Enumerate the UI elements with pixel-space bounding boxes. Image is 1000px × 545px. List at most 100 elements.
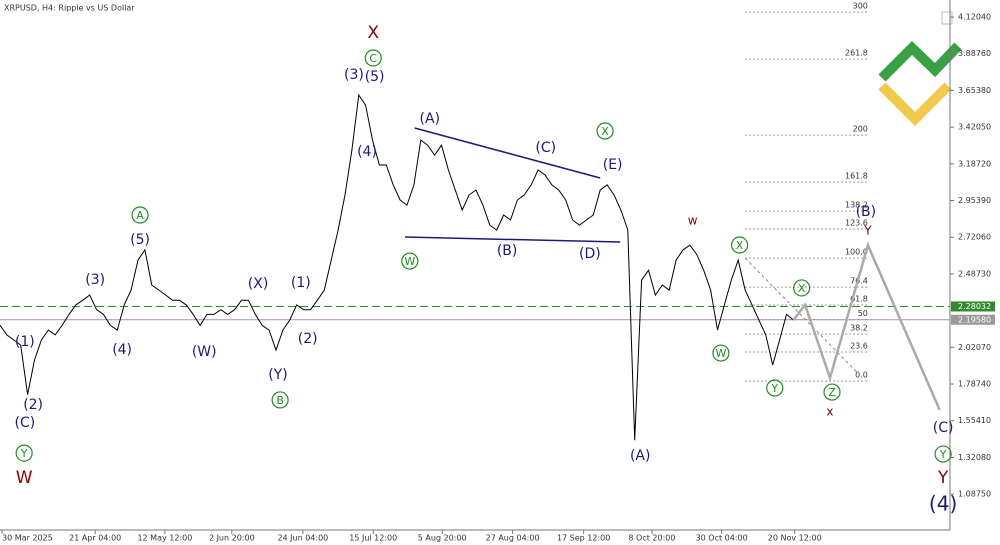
wave-label: (1): [291, 275, 311, 291]
x-tick-label: 27 Aug 04:00: [486, 534, 540, 543]
x-tick-label: 17 Sep 12:00: [557, 534, 610, 543]
icon-button[interactable]: [941, 11, 953, 25]
price-line-series: [0, 93, 794, 441]
wave-label: A: [136, 209, 144, 222]
price-label: 2.28032: [958, 302, 991, 311]
wave-label: (X): [248, 276, 269, 292]
wave-label: (W): [192, 344, 217, 360]
fib-label: 261.8: [845, 49, 868, 58]
wave-label: W: [716, 347, 727, 360]
wave-circle: [766, 379, 784, 397]
projection-path: [792, 241, 941, 411]
wave-circle: [793, 279, 811, 297]
fib-label: 50: [858, 309, 868, 318]
logo-yellow: [878, 82, 952, 127]
wave-circle: [596, 122, 614, 140]
wave-label: Z: [828, 386, 836, 399]
y-tick-label: 1.55410: [958, 416, 991, 425]
fib-label: 0.0: [855, 371, 868, 380]
wave-circle: [712, 344, 730, 362]
fib-label: 200: [853, 125, 868, 134]
wave-circle: [401, 252, 419, 270]
y-tick-label: 3.18720: [958, 159, 991, 168]
y-tick-label: 1.08750: [958, 490, 991, 499]
wave-label: (2): [298, 331, 318, 347]
y-tick-label: 4.12040: [958, 13, 991, 22]
fib-label: 76.4: [850, 277, 868, 286]
wave-label: X: [367, 23, 379, 43]
trendline: [404, 236, 621, 243]
price-label-box: [951, 301, 995, 312]
wave-label: (B): [497, 243, 518, 259]
wave-circle: [15, 444, 33, 462]
wave-label: x: [826, 405, 833, 419]
y-tick-label: 3.42050: [958, 123, 991, 132]
wave-label: (4): [357, 144, 377, 160]
x-tick-label: 8 Oct 20:00: [628, 534, 675, 543]
logo: [878, 11, 962, 127]
wave-label: X: [736, 239, 744, 252]
x-tick-label: 15 Jul 12:00: [349, 534, 397, 543]
y-tick-label: 1.32080: [958, 453, 991, 462]
wave-label: (5): [130, 232, 150, 248]
wave-label: (3): [85, 272, 105, 288]
wave-label: C: [369, 52, 377, 65]
wave-label: (C): [933, 420, 954, 436]
y-tick-label: 2.02070: [958, 343, 991, 352]
wave-label: (C): [535, 140, 556, 156]
wave-label: Y: [770, 382, 778, 395]
wave-label: (4): [112, 342, 132, 358]
wave-label: (E): [603, 157, 623, 173]
wave-label: (B): [856, 204, 877, 220]
wave-circle: [131, 206, 149, 224]
price-label-box: [951, 314, 995, 325]
y-tick-label: 1.78740: [958, 379, 991, 388]
fib-label: 161.8: [845, 172, 868, 181]
wave-circle: [934, 445, 952, 463]
wave-label: (4): [929, 491, 957, 515]
wave-label: (5): [365, 69, 385, 85]
wave-label: (Y): [268, 367, 287, 383]
wave-label: (D): [579, 246, 601, 262]
y-tick-label: 2.95390: [958, 196, 991, 205]
wave-label: X: [601, 125, 609, 138]
x-tick-label: 21 Apr 04:00: [69, 534, 121, 543]
price-label: 2.19580: [958, 315, 991, 324]
wave-label: w: [688, 213, 698, 227]
wave-label: (C): [14, 415, 35, 431]
wave-label: Y: [863, 224, 872, 238]
x-tick-label: 2 Jun 20:00: [209, 534, 255, 543]
logo-green: [878, 41, 962, 82]
y-tick-label: 3.65380: [958, 86, 991, 95]
fib-label: 123.6: [845, 219, 868, 228]
fib-label: 23.6: [850, 342, 868, 351]
fib-label: 300: [853, 2, 868, 11]
fib-label: 61.8: [850, 295, 868, 304]
wave-circle: [271, 391, 289, 409]
wave-label: X: [798, 282, 806, 295]
wave-circle: [823, 383, 841, 401]
trendline: [414, 127, 601, 179]
chart-title: XRPUSD, H4: Ripple vs US Dollar: [4, 4, 135, 13]
wave-label: (3): [344, 67, 364, 83]
x-tick-label: 5 Aug 20:00: [418, 534, 467, 543]
wave-label: (A): [420, 111, 441, 127]
wave-label: Y: [937, 468, 949, 488]
y-tick-label: 2.72060: [958, 233, 991, 242]
wave-label: Y: [20, 447, 28, 460]
wave-circle: [364, 49, 382, 67]
wave-label: Y: [939, 448, 947, 461]
x-tick-label: 12 May 12:00: [137, 534, 192, 543]
x-tick-label: 30 Mar 2025: [2, 534, 53, 543]
wave-label: (1): [15, 334, 35, 350]
x-tick-label: 24 Jun 04:00: [277, 534, 328, 543]
wave-label: W: [404, 255, 415, 268]
fib-label: 138.2: [845, 201, 868, 210]
wave-circle: [730, 236, 749, 254]
wave-label: B: [276, 394, 284, 407]
x-tick-label: 20 Nov 12:00: [768, 534, 822, 543]
x-tick-label: 30 Oct 04:00: [696, 534, 748, 543]
